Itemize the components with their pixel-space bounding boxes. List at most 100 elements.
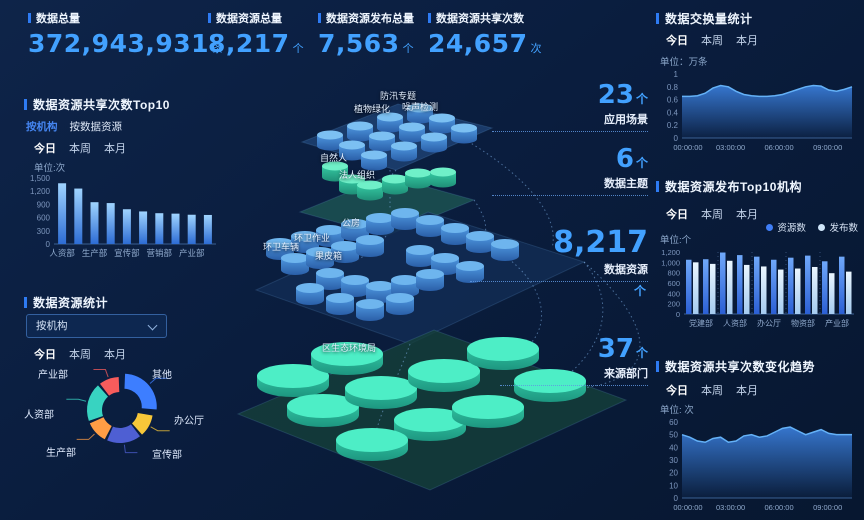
svg-text:09:00:00: 09:00:00: [813, 143, 842, 152]
svg-text:400: 400: [667, 289, 680, 298]
svg-text:30: 30: [669, 456, 678, 465]
kpi-publish-total: 数据资源发布总量 7,563 个: [318, 10, 414, 58]
tab-today[interactable]: 今日: [666, 35, 688, 47]
callout-source-departments: 37 个 来源部门: [500, 336, 648, 386]
svg-text:产业部: 产业部: [825, 318, 849, 328]
donut-label-renzibu: 人资部: [24, 410, 54, 421]
tab-today[interactable]: 今日: [34, 143, 56, 155]
svg-text:06:00:00: 06:00:00: [764, 503, 793, 512]
time-tabs: 今日 本周 本月: [34, 346, 139, 362]
donut-chart-block: 其他 办公厅 宣传部 生产部 人资部 产业部: [24, 366, 234, 478]
dimension-dropdown[interactable]: 按机构: [26, 314, 167, 338]
tab-this-month[interactable]: 本月: [104, 349, 126, 361]
svg-text:00:00:00: 00:00:00: [673, 503, 702, 512]
donut-label-other: 其他: [152, 370, 172, 381]
tab-by-resource[interactable]: 按数据资源: [69, 121, 123, 133]
svg-text:办公厅: 办公厅: [757, 318, 781, 328]
kpi-label: 数据资源总量: [216, 13, 282, 25]
kpi-label: 数据总量: [36, 13, 80, 25]
tab-this-week[interactable]: 本周: [69, 349, 91, 361]
tab-this-week[interactable]: 本周: [701, 35, 723, 47]
node-label: 果皮箱: [315, 251, 343, 261]
node-label: 公房: [342, 218, 361, 228]
svg-text:0: 0: [674, 494, 679, 503]
tab-this-month[interactable]: 本月: [736, 209, 758, 221]
node-label: 自然人: [320, 153, 348, 163]
svg-text:600: 600: [667, 279, 680, 288]
svg-text:营销部: 营销部: [147, 248, 173, 258]
exchange-area-chart: 1 0.8 0.6 0.4 0.2 000:00:00 03:00:00 06:00:00 09…: [667, 70, 853, 152]
svg-text:200: 200: [667, 300, 680, 309]
kpi-value: 8,217: [208, 29, 290, 58]
svg-text:0.4: 0.4: [667, 108, 679, 117]
panel-shared-top10: 数据资源共享次数Top10 按机构 按数据资源 今日 本周 本月 单位:次 1,500…: [24, 96, 224, 292]
svg-text:900: 900: [37, 200, 51, 209]
tab-this-week[interactable]: 本周: [701, 209, 723, 221]
center-layered-scene: 防汛专题 噪声检测 植物绿化 自然人 法人组织 公房 环卫作业 环卫车辆 果皮箱…: [230, 58, 662, 520]
tab-today[interactable]: 今日: [666, 385, 688, 397]
legend-dot-published: [818, 224, 826, 231]
kpi-value: 372,943,931: [28, 29, 210, 58]
svg-text:0: 0: [676, 310, 680, 319]
svg-text:人资部: 人资部: [49, 248, 75, 258]
trend-area-chart: 60 50 40 30 20 10 000:00:00 03:00:00 06:00:00 09:…: [669, 418, 852, 512]
accent-bar-icon: [656, 181, 659, 192]
panel-publish-top10: 数据资源发布Top10机构 今日 本周 本月 资源数 发布数 单位:个 1,200 1…: [656, 178, 858, 348]
svg-text:产业部: 产业部: [179, 248, 205, 258]
svg-text:宣传部: 宣传部: [114, 248, 140, 258]
tab-this-month[interactable]: 本月: [736, 385, 758, 397]
accent-bar-icon: [318, 13, 321, 23]
time-tabs: 今日 本周 本月: [666, 206, 771, 222]
dimension-tabs: 按机构 按数据资源: [26, 119, 122, 134]
tab-today[interactable]: 今日: [34, 349, 56, 361]
chevron-down-icon: [147, 320, 158, 331]
donut-label-bangongting: 办公厅: [174, 416, 204, 427]
svg-text:06:00:00: 06:00:00: [764, 143, 793, 152]
tab-by-organization[interactable]: 按机构: [26, 121, 58, 133]
kpi-unit: 次: [530, 43, 542, 55]
unit-label: 单位:个: [660, 235, 692, 246]
callout-app-scenarios: 23 个 应用场景: [492, 82, 648, 132]
kpi-unit: 个: [402, 43, 414, 55]
kpi-title: 数据总量: [28, 10, 223, 26]
svg-text:1,200: 1,200: [30, 187, 51, 196]
accent-bar-icon: [656, 361, 659, 372]
kpi-value: 24,657: [428, 29, 528, 58]
kpi-value: 7,563: [318, 29, 400, 58]
donut-label-chanyebu: 产业部: [38, 370, 68, 381]
panel-exchange: 数据交换量统计 今日 本周 本月 单位：万条 1 0.8 0.6 0.4 0.2 0 00:00…: [656, 10, 858, 170]
kpi-label: 数据资源发布总量: [326, 13, 414, 25]
svg-text:0: 0: [46, 240, 51, 249]
svg-text:0.2: 0.2: [667, 121, 679, 130]
time-tabs: 今日 本周 本月: [666, 382, 771, 398]
tab-this-month[interactable]: 本月: [736, 35, 758, 47]
panel-share-trend: 数据资源共享次数变化趋势 今日 本周 本月 单位: 次 60 50 40 30 20 10 0 0…: [656, 358, 858, 518]
dropdown-value: 按机构: [36, 320, 68, 332]
panel-title: 数据资源共享次数Top10: [24, 96, 170, 113]
kpi-share-count: 数据资源共享次数 24,657 次: [428, 10, 541, 58]
chart-legend: 资源数 发布数: [756, 220, 858, 234]
kpi-unit: 个: [292, 43, 304, 55]
tab-today[interactable]: 今日: [666, 209, 688, 221]
tab-this-week[interactable]: 本周: [69, 143, 91, 155]
kpi-label: 数据资源共享次数: [436, 13, 524, 25]
svg-text:10: 10: [669, 481, 678, 490]
unit-label: 单位: 次: [660, 405, 694, 416]
panel-title: 数据交换量统计: [656, 10, 753, 27]
accent-bar-icon: [208, 13, 211, 23]
node-label: 噪声检测: [402, 102, 439, 112]
svg-text:人资部: 人资部: [723, 318, 747, 328]
svg-text:20: 20: [669, 469, 678, 478]
panel-title: 数据资源共享次数变化趋势: [656, 358, 815, 375]
svg-text:1: 1: [674, 70, 679, 79]
callout-data-resources: 8,217 数据资源: [470, 228, 648, 282]
tab-this-month[interactable]: 本月: [104, 143, 126, 155]
svg-text:00:00:00: 00:00:00: [673, 143, 702, 152]
svg-text:1,000: 1,000: [661, 258, 680, 267]
svg-text:09:00:00: 09:00:00: [813, 503, 842, 512]
svg-text:0.6: 0.6: [667, 96, 679, 105]
accent-bar-icon: [28, 13, 31, 23]
tab-this-week[interactable]: 本周: [701, 385, 723, 397]
scene-canvas: [236, 103, 641, 491]
